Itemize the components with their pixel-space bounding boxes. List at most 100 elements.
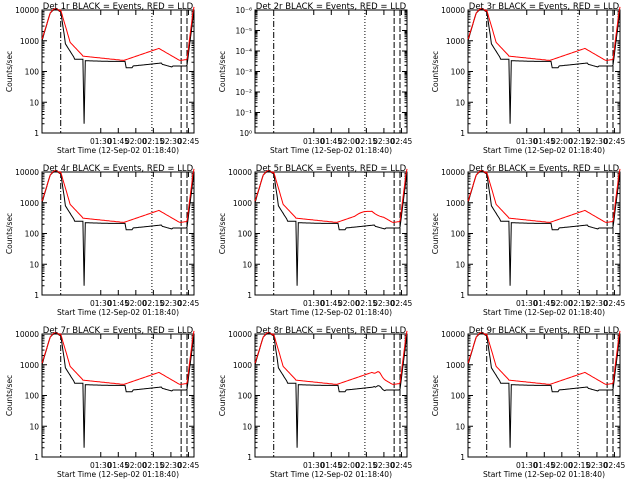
lld-series-line — [41, 330, 195, 385]
x-tick-label: 01:30 — [90, 299, 112, 308]
x-tick-label: 02:45 — [178, 299, 200, 308]
y-tick-label: 10 — [455, 422, 465, 431]
plot-frame — [467, 171, 621, 296]
x-axis-label: Start Time (12-Sep-02 01:18:40) — [483, 470, 605, 479]
panel-det-3 — [467, 6, 621, 134]
y-axis-label: Counts/sec — [218, 375, 227, 416]
plot-frame — [41, 171, 195, 296]
y-tick-label: 10⁻⁶ — [235, 6, 252, 15]
x-tick-label: 02:30 — [586, 461, 608, 470]
panel-title: Det 5r BLACK = Events, RED = LLD — [256, 164, 407, 174]
lld-series-line — [254, 168, 408, 223]
y-tick-label: 10 — [242, 260, 252, 269]
y-tick-label: 10⁻² — [235, 88, 252, 97]
y-axis-label: Counts/sec — [5, 51, 14, 92]
x-tick-label: 01:45 — [320, 299, 342, 308]
x-tick-label: 01:45 — [320, 137, 342, 146]
y-tick-label: 100 — [451, 230, 466, 239]
y-tick-label: 1000 — [446, 37, 465, 46]
x-tick-label: 01:30 — [516, 461, 538, 470]
x-tick-label: 02:30 — [586, 137, 608, 146]
y-tick-label: 1000 — [20, 361, 39, 370]
panel-det-9 — [467, 330, 621, 458]
y-tick-label: 1 — [34, 291, 39, 300]
y-tick-label: 1000 — [20, 37, 39, 46]
panel-det-8 — [254, 330, 408, 458]
x-axis-label: Start Time (12-Sep-02 01:18:40) — [57, 470, 179, 479]
x-axis-label: Start Time (12-Sep-02 01:18:40) — [270, 146, 392, 155]
x-tick-label: 02:45 — [391, 461, 413, 470]
y-tick-label: 1000 — [446, 361, 465, 370]
plot-frame — [254, 9, 408, 134]
x-tick-label: 02:00 — [125, 137, 147, 146]
x-tick-label: 02:15 — [569, 461, 591, 470]
plot-frame — [467, 9, 621, 134]
x-tick-label: 02:15 — [569, 137, 591, 146]
y-tick-label: 10⁻³ — [235, 68, 252, 77]
y-tick-label: 100 — [25, 392, 40, 401]
x-tick-label: 02:15 — [143, 299, 165, 308]
y-tick-label: 1000 — [446, 199, 465, 208]
panel-det-6 — [467, 168, 621, 296]
y-tick-label: 1 — [460, 291, 465, 300]
plot-frame — [467, 333, 621, 458]
x-tick-label: 01:45 — [320, 461, 342, 470]
y-tick-label: 100 — [451, 392, 466, 401]
y-tick-label: 100 — [238, 230, 253, 239]
y-tick-label: 10000 — [228, 168, 252, 177]
x-tick-label: 02:00 — [551, 461, 573, 470]
x-tick-label: 02:45 — [391, 137, 413, 146]
panel-title: Det 7r BLACK = Events, RED = LLD — [43, 326, 194, 336]
panel-title: Det 4r BLACK = Events, RED = LLD — [43, 164, 194, 174]
x-tick-label: 02:30 — [586, 299, 608, 308]
y-tick-label: 10⁻⁵ — [235, 27, 252, 36]
x-tick-label: 01:30 — [303, 299, 325, 308]
x-tick-label: 01:30 — [303, 461, 325, 470]
x-axis-label: Start Time (12-Sep-02 01:18:40) — [483, 146, 605, 155]
plot-frame — [254, 171, 408, 296]
y-tick-label: 100 — [25, 68, 40, 77]
x-tick-label: 01:45 — [533, 137, 555, 146]
y-tick-label: 100 — [25, 230, 40, 239]
y-tick-label: 1000 — [20, 199, 39, 208]
panel-det-5 — [254, 168, 408, 296]
events-series-line — [41, 8, 195, 124]
x-tick-label: 02:30 — [160, 299, 182, 308]
events-series-line — [467, 332, 621, 448]
x-tick-label: 02:30 — [373, 137, 395, 146]
y-tick-label: 10000 — [15, 6, 39, 15]
y-tick-label: 100 — [451, 68, 466, 77]
y-tick-label: 10 — [29, 422, 39, 431]
lld-series-line — [467, 168, 621, 223]
x-tick-label: 02:00 — [125, 299, 147, 308]
y-tick-label: 1 — [34, 129, 39, 138]
x-tick-label: 01:45 — [107, 461, 129, 470]
x-tick-label: 02:45 — [604, 299, 626, 308]
x-tick-label: 02:15 — [356, 299, 378, 308]
y-tick-label: 10 — [29, 260, 39, 269]
y-axis-label: Counts/sec — [431, 213, 440, 254]
panel-title: Det 2r BLACK = Events, RED = LLD — [256, 2, 407, 12]
x-tick-label: 02:45 — [604, 461, 626, 470]
y-tick-label: 1000 — [233, 361, 252, 370]
panel-det-1 — [41, 6, 195, 134]
y-axis-label: Counts/sec — [431, 375, 440, 416]
x-tick-label: 01:30 — [303, 137, 325, 146]
panel-det-4 — [41, 168, 195, 296]
x-axis-label: Start Time (12-Sep-02 01:18:40) — [270, 308, 392, 317]
panel-title: Det 3r BLACK = Events, RED = LLD — [469, 2, 620, 12]
events-series-line — [467, 8, 621, 124]
x-tick-label: 01:45 — [533, 461, 555, 470]
y-tick-label: 1000 — [233, 199, 252, 208]
x-tick-label: 01:45 — [107, 299, 129, 308]
panel-title: Det 8r BLACK = Events, RED = LLD — [256, 326, 407, 336]
events-series-line — [41, 332, 195, 448]
x-tick-label: 02:15 — [143, 461, 165, 470]
events-series-line — [254, 170, 408, 286]
y-axis-label: Counts/sec — [5, 213, 14, 254]
x-tick-label: 02:00 — [338, 137, 360, 146]
y-tick-label: 1 — [34, 453, 39, 462]
plot-frame — [41, 333, 195, 458]
x-axis-label: Start Time (12-Sep-02 01:18:40) — [57, 146, 179, 155]
